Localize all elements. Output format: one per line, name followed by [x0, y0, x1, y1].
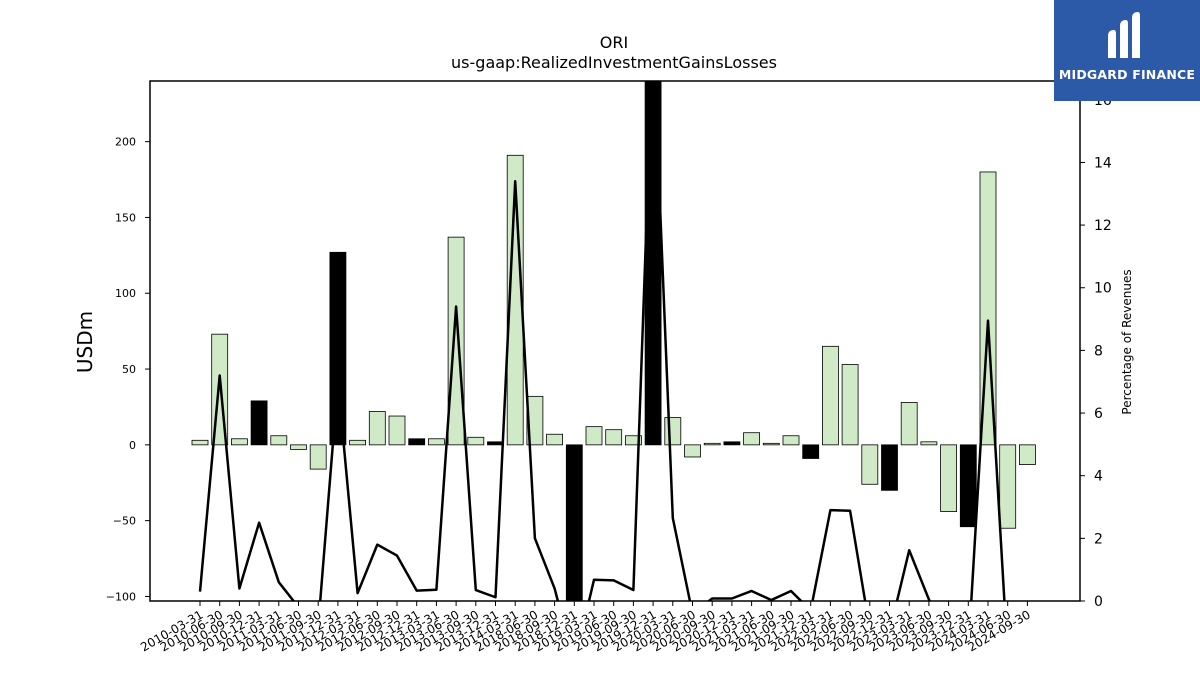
bar [841, 364, 859, 446]
bar [329, 251, 347, 446]
y2-tick-label: 2 [1094, 531, 1103, 547]
percentage-line [198, 81, 1006, 601]
bar [664, 417, 682, 446]
y-tick-label: 150 [115, 211, 136, 224]
y2-tick-label: 10 [1094, 281, 1112, 297]
bar [290, 444, 307, 450]
bar [605, 429, 623, 446]
bar [703, 442, 721, 446]
bar [270, 435, 288, 446]
bar [565, 444, 583, 601]
bar [230, 438, 248, 446]
y2-tick-label: 0 [1094, 594, 1103, 610]
plot-frame [149, 80, 1081, 602]
y-tick-label: 50 [122, 363, 136, 376]
bar [349, 439, 367, 446]
y-tick-label: 0 [129, 439, 136, 452]
bar [250, 400, 268, 446]
y-tick-label: −50 [113, 515, 136, 528]
bar [743, 432, 760, 446]
bar [309, 444, 327, 470]
bar [585, 426, 603, 446]
chart-subtitle: us-gaap:RealizedInvestmentGainsLosses [451, 53, 777, 72]
bar [447, 236, 465, 446]
bar [900, 401, 918, 446]
logo-text: MIDGARD FINANCE [1058, 67, 1196, 82]
y-tick-label: 200 [115, 136, 136, 149]
bar [999, 444, 1017, 529]
bar [822, 345, 839, 446]
bar [191, 439, 209, 446]
midgard-finance-logo: MIDGARD FINANCE [1054, 0, 1200, 101]
y-axis-label: USDm [73, 311, 97, 373]
bar [388, 415, 406, 446]
bar [723, 441, 741, 446]
bar [1019, 444, 1036, 465]
y2-tick-label: 8 [1094, 343, 1103, 359]
bar [861, 444, 879, 485]
y2-tick-label: 14 [1094, 155, 1112, 171]
bar [782, 435, 800, 446]
bar [940, 444, 957, 512]
bar [959, 444, 977, 528]
bar [506, 154, 524, 446]
y-tick-label: −100 [106, 590, 136, 603]
bar [546, 433, 563, 446]
bar [881, 444, 898, 491]
bar [427, 438, 445, 446]
chart-title: ORI [600, 33, 628, 52]
y2-tick-label: 12 [1094, 218, 1112, 234]
bar [644, 81, 662, 446]
bar [467, 436, 485, 446]
y-tick-label: 100 [115, 287, 136, 300]
plot-area: −100−5005010015020002468101214162010-03-… [106, 80, 1112, 654]
bar [684, 444, 701, 458]
bar [408, 438, 426, 446]
y2-axis-label: Percentage of Revenues [1120, 269, 1134, 414]
bar [802, 444, 820, 459]
midgard-logo-icon [1108, 12, 1140, 58]
plot-content [191, 81, 1036, 601]
y2-tick-label: 6 [1094, 406, 1103, 422]
bar [920, 441, 938, 446]
bar [625, 435, 642, 446]
bar [526, 395, 544, 446]
bar [368, 411, 386, 446]
y2-tick-label: 4 [1094, 469, 1103, 485]
bar [762, 442, 780, 446]
bar [487, 441, 504, 446]
